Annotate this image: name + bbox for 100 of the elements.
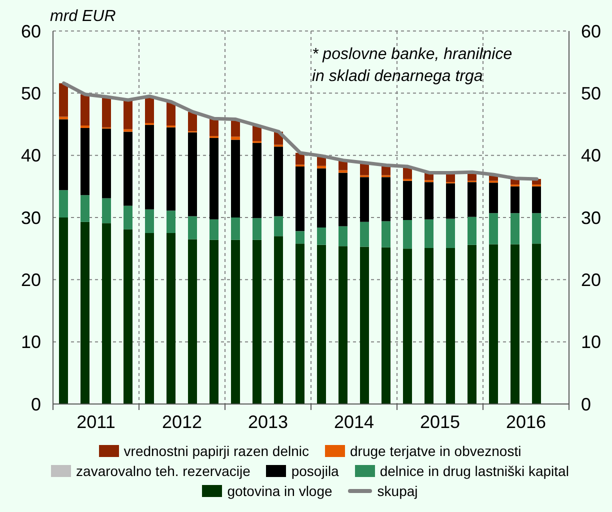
bar <box>317 166 326 168</box>
bar <box>80 128 90 196</box>
bar <box>145 96 154 124</box>
x-tick-label: 2013 <box>248 412 288 432</box>
bar <box>317 244 326 404</box>
bar <box>317 168 326 228</box>
bar <box>252 240 262 404</box>
legend-label: zavarovalno teh. rezervacije <box>76 462 250 480</box>
bar <box>403 180 412 220</box>
bar <box>424 248 434 404</box>
bar <box>166 102 176 126</box>
bar <box>382 177 390 222</box>
bar <box>446 183 455 219</box>
bar <box>360 177 369 222</box>
bar <box>489 213 498 244</box>
bar <box>231 240 240 404</box>
y2-tick-label: 50 <box>581 84 602 104</box>
y2-tick-label: 30 <box>581 208 602 228</box>
bar <box>446 218 455 248</box>
bar <box>145 209 154 234</box>
bar <box>532 213 541 244</box>
bar <box>274 236 283 404</box>
bar <box>80 94 90 126</box>
y-tick-label: 0 <box>30 394 41 414</box>
bar <box>80 125 90 128</box>
bar <box>338 246 348 404</box>
bar <box>59 116 68 120</box>
y-tick-label: 10 <box>20 332 41 352</box>
bar <box>446 248 455 404</box>
bar <box>210 219 218 240</box>
bar <box>80 195 90 222</box>
bar <box>403 220 412 249</box>
bar <box>59 190 68 218</box>
bar <box>510 244 520 404</box>
bar <box>424 219 434 248</box>
bar <box>274 146 283 216</box>
bar <box>166 210 176 234</box>
bar <box>424 182 434 220</box>
bar <box>59 218 68 404</box>
bar <box>468 244 476 404</box>
y-tick-label: 20 <box>20 270 41 290</box>
bar <box>296 231 304 244</box>
y2-tick-label: 20 <box>581 270 602 290</box>
y-tick-label: 50 <box>20 84 41 104</box>
legend-label: druge terjatve in obveznosti <box>350 442 522 460</box>
bar <box>59 83 68 117</box>
legend-label: posojila <box>291 462 339 480</box>
legend-label: vrednostni papirji razen delnic <box>124 442 309 460</box>
bar <box>510 186 520 214</box>
bar <box>188 216 197 240</box>
bar <box>102 128 111 198</box>
y2-tick-label: 10 <box>581 332 602 352</box>
x-tick-label: 2011 <box>76 412 116 432</box>
bar <box>317 227 326 245</box>
x-tick-label: 2015 <box>420 412 460 432</box>
bar <box>382 247 390 404</box>
bar <box>210 240 218 404</box>
bar <box>532 244 541 404</box>
bar <box>188 239 197 404</box>
bar <box>403 248 412 404</box>
legend-label: skupaj <box>377 482 418 500</box>
x-tick-label: 2012 <box>162 412 202 432</box>
y2-tick-label: 0 <box>581 394 592 414</box>
bar <box>274 216 283 236</box>
bar <box>360 246 369 404</box>
bar <box>80 222 90 404</box>
bar <box>382 221 390 248</box>
bar <box>59 119 68 190</box>
bar <box>468 182 476 217</box>
bar <box>532 186 541 214</box>
x-tick-label: 2014 <box>334 412 374 432</box>
bar <box>210 118 218 136</box>
bar <box>252 218 262 240</box>
y-tick-label: 40 <box>20 146 41 166</box>
bar <box>468 216 476 245</box>
bar <box>166 233 176 404</box>
bar <box>360 222 369 247</box>
bar <box>102 223 111 404</box>
y-tick-label: 30 <box>20 208 41 228</box>
bar <box>145 233 154 404</box>
y-tick-label: 60 <box>20 21 41 42</box>
bar <box>124 229 132 404</box>
bar <box>296 166 304 232</box>
legend-label: delnice in drug lastniški kapital <box>380 462 569 480</box>
bar <box>338 226 348 246</box>
bar <box>489 182 498 214</box>
bar <box>124 132 132 206</box>
bar <box>124 206 132 230</box>
bar <box>102 198 111 224</box>
bar <box>145 124 154 210</box>
annotation: * poslovne banke, hranilnice in skladi denarnega trga <box>312 45 512 87</box>
bar <box>510 213 520 244</box>
x-tick-label: 2016 <box>506 412 546 432</box>
bar <box>338 172 348 226</box>
bar <box>188 112 197 132</box>
bar <box>124 100 132 130</box>
bar <box>252 142 262 218</box>
bar <box>188 132 197 216</box>
bar <box>231 218 240 240</box>
y2-tick-label: 60 <box>581 21 602 42</box>
